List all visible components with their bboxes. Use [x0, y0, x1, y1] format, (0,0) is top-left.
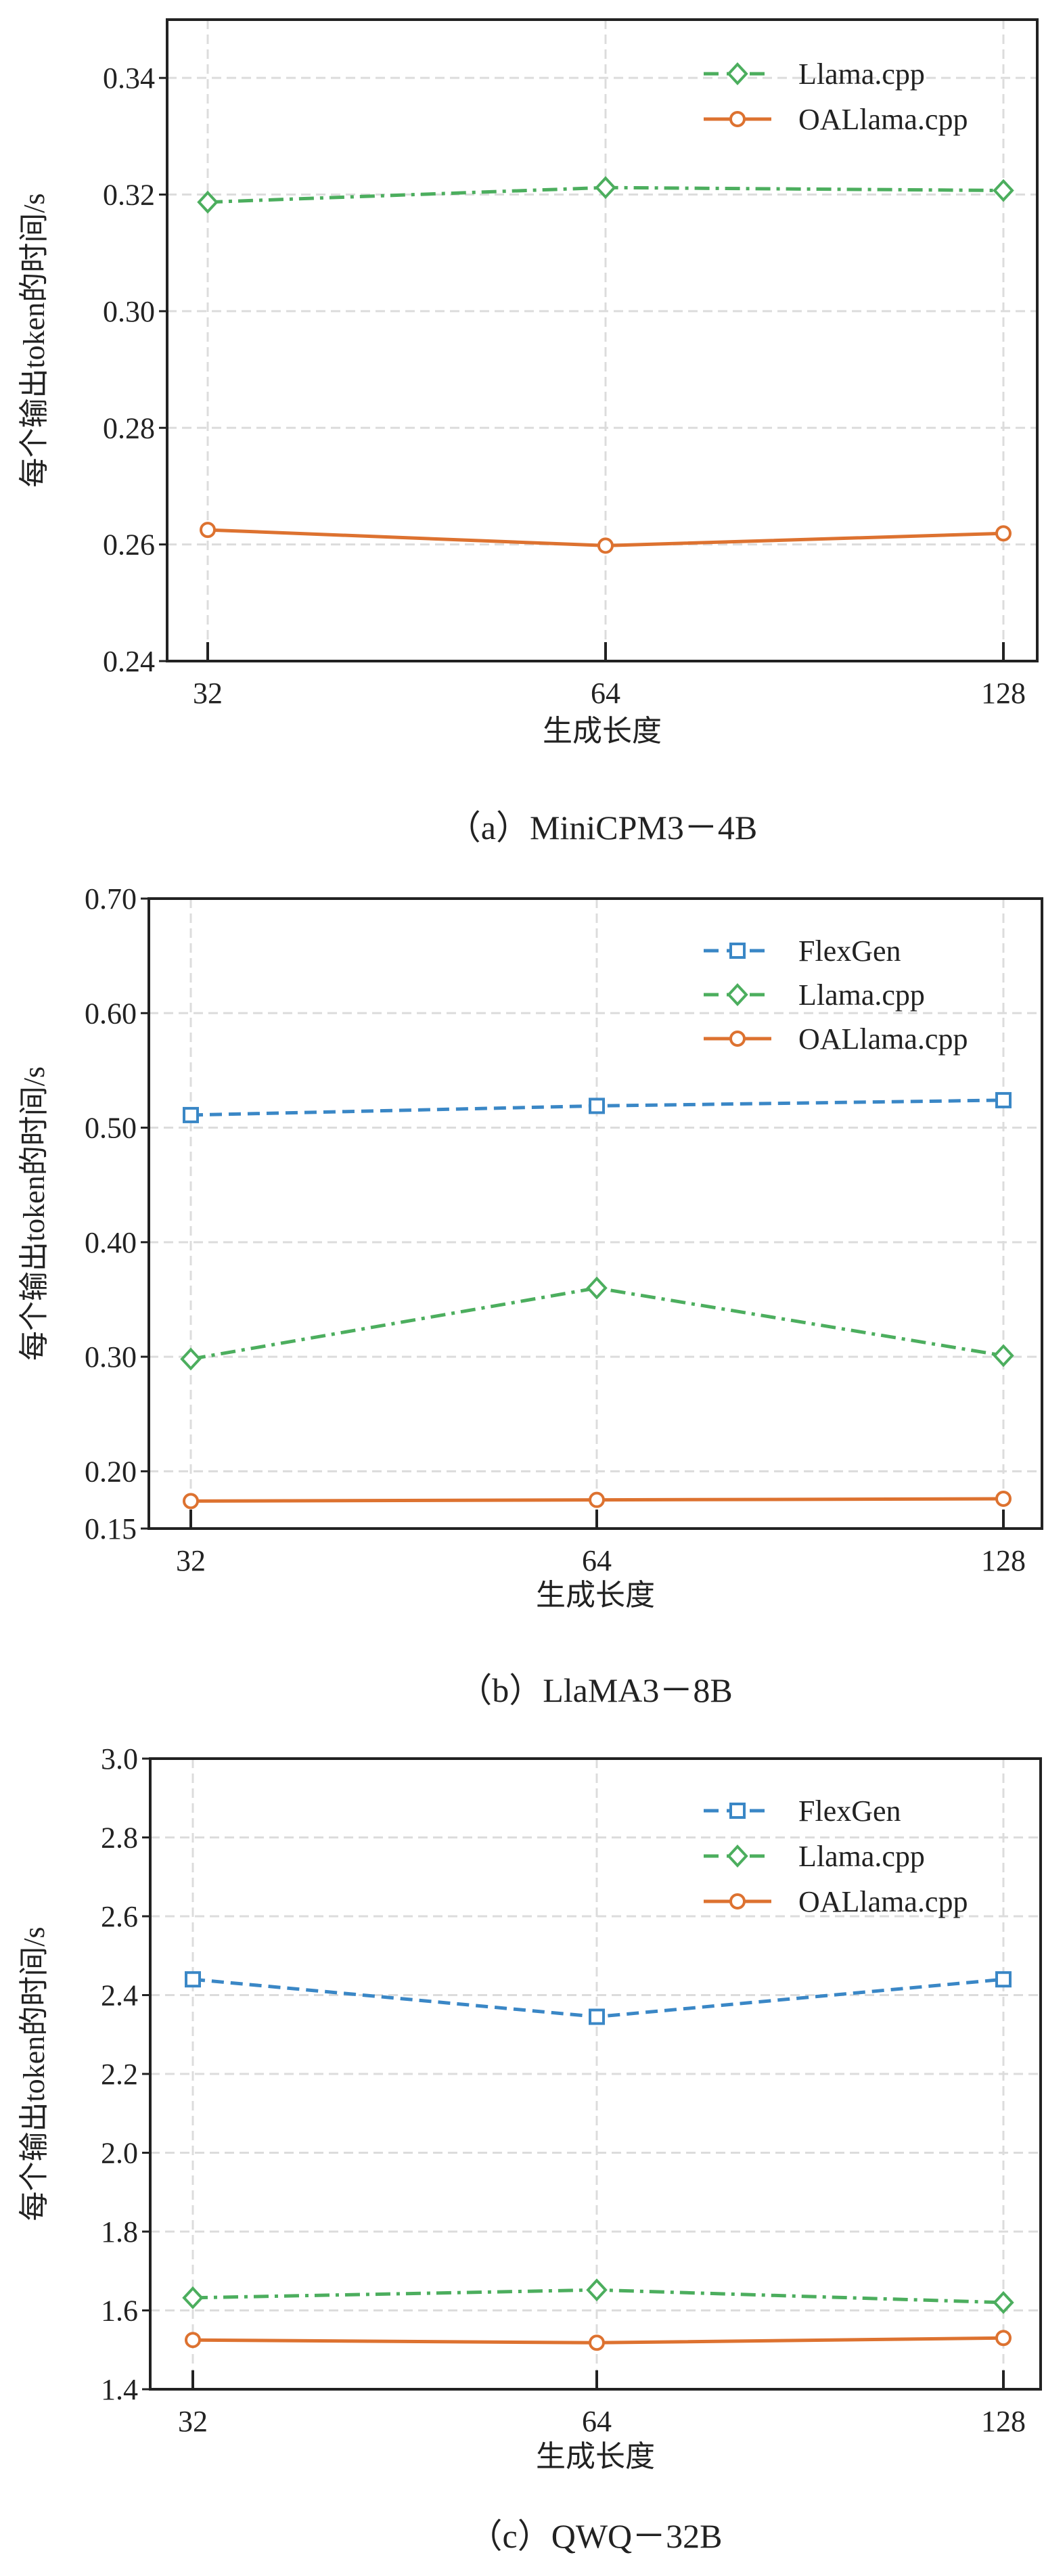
x-axis-label: 生成长度	[543, 715, 662, 748]
ytick-label: 0.34	[103, 62, 155, 95]
data-point-Llama.cpp	[993, 1344, 1014, 1368]
data-point-Llama.cpp	[182, 2286, 204, 2309]
data-point-Llama.cpp	[993, 2290, 1014, 2314]
chart-1: 0.15 0.20 0.30 0.40 0.50 0.60 0.70 32 64 128 FlexG…	[18, 882, 1043, 1709]
ytick-label: 2.2	[101, 2058, 138, 2091]
data-point-OALlama.cpp	[183, 1493, 199, 1510]
data-point-Llama.cpp	[180, 1347, 202, 1371]
ytick-label: 0.40	[85, 1226, 137, 1259]
ytick-label: 0.60	[85, 997, 137, 1030]
legend-marker	[729, 1031, 746, 1047]
ytick-label: 1.8	[101, 2215, 138, 2249]
xtick-label: 32	[176, 1544, 206, 1577]
ytick-label: 0.28	[103, 411, 155, 445]
x-axis-label: 生成长度	[536, 1579, 655, 1612]
data-point-FlexGen	[185, 1971, 201, 1988]
data-point-FlexGen	[183, 1106, 199, 1123]
data-point-OALlama.cpp	[185, 2332, 201, 2349]
data-point-FlexGen	[589, 2008, 605, 2025]
y-axis-label: 每个输出token的时间/s	[18, 193, 51, 487]
xtick-label: 128	[981, 2405, 1026, 2438]
ytick-label: 0.50	[85, 1112, 137, 1145]
xtick-label: 64	[582, 1544, 612, 1577]
data-point-Llama.cpp	[586, 1276, 608, 1300]
data-point-Llama.cpp	[595, 176, 616, 200]
legend-marker	[729, 1803, 746, 1819]
ytick-label: 0.70	[85, 882, 137, 916]
legend-label: Llama.cpp	[798, 1840, 925, 1873]
xtick-label: 64	[591, 677, 620, 710]
ytick-label: 2.8	[101, 1822, 138, 1855]
data-point-OALlama.cpp	[995, 525, 1012, 542]
ytick-label: 0.30	[103, 295, 155, 328]
legend-label: OALlama.cpp	[798, 1022, 968, 1056]
data-point-Llama.cpp	[197, 190, 219, 214]
xtick-label: 64	[582, 2405, 612, 2438]
ytick-label: 0.20	[85, 1455, 137, 1488]
data-point-FlexGen	[589, 1098, 605, 1114]
y-axis-label: 每个输出token的时间/s	[18, 1926, 51, 2221]
legend-label: FlexGen	[798, 934, 901, 968]
axes-frame	[166, 18, 1039, 662]
legend-label: Llama.cpp	[798, 978, 925, 1012]
data-point-FlexGen	[995, 1971, 1012, 1988]
y-axis-label: 每个输出token的时间/s	[18, 1066, 51, 1361]
ytick-label: 0.15	[85, 1512, 137, 1545]
ytick-label: 0.26	[103, 528, 155, 562]
xtick-label: 32	[193, 677, 223, 710]
legend-marker	[727, 1845, 748, 1868]
chart-2: 1.4 1.6 1.8 2.0 2.2 2.4 2.6 2.8 3.0 32 64 128 FlexGe…	[18, 1742, 1042, 2555]
xtick-label: 128	[981, 1544, 1026, 1577]
chart-0: 0.24 0.26 0.28 0.30 0.32 0.34 32 64 128 Llama.cpp…	[18, 18, 1039, 846]
data-point-OALlama.cpp	[995, 2330, 1012, 2347]
ytick-label: 1.6	[101, 2295, 138, 2328]
data-point-OALlama.cpp	[589, 1491, 605, 1508]
ytick-label: 1.4	[101, 2373, 138, 2406]
data-point-OALlama.cpp	[995, 1490, 1012, 1507]
legend-label: Llama.cpp	[798, 58, 925, 91]
axes-frame	[147, 897, 1043, 1530]
data-point-OALlama.cpp	[200, 522, 216, 539]
x-axis-label: 生成长度	[536, 2440, 655, 2473]
legend-marker	[729, 111, 746, 127]
data-point-Llama.cpp	[586, 2278, 608, 2302]
legend-marker	[727, 62, 748, 85]
subfigure-caption: （c）QWQ－32B	[469, 2517, 723, 2555]
legend-marker	[729, 1893, 746, 1910]
data-point-OALlama.cpp	[589, 2334, 605, 2351]
data-point-Llama.cpp	[993, 179, 1014, 202]
ytick-label: 2.6	[101, 1900, 138, 1933]
legend-label: OALlama.cpp	[798, 103, 968, 136]
ytick-label: 0.32	[103, 179, 155, 212]
ytick-label: 3.0	[101, 1742, 138, 1776]
ytick-label: 2.0	[101, 2137, 138, 2170]
ytick-label: 0.24	[103, 645, 155, 678]
legend-marker	[727, 983, 748, 1006]
axes-frame	[149, 1757, 1042, 2391]
subfigure-caption: （b）LlaMA3－8B	[458, 1671, 733, 1709]
legend-label: OALlama.cpp	[798, 1885, 968, 1918]
subfigure-caption: （a）MiniCPM3－4B	[447, 809, 757, 846]
data-point-OALlama.cpp	[597, 537, 614, 554]
xtick-label: 128	[981, 677, 1026, 710]
legend-marker	[729, 943, 746, 959]
ytick-label: 2.4	[101, 1979, 138, 2012]
xtick-label: 32	[178, 2405, 208, 2438]
data-point-FlexGen	[995, 1091, 1012, 1108]
ytick-label: 0.30	[85, 1340, 137, 1374]
legend-label: FlexGen	[798, 1794, 901, 1828]
